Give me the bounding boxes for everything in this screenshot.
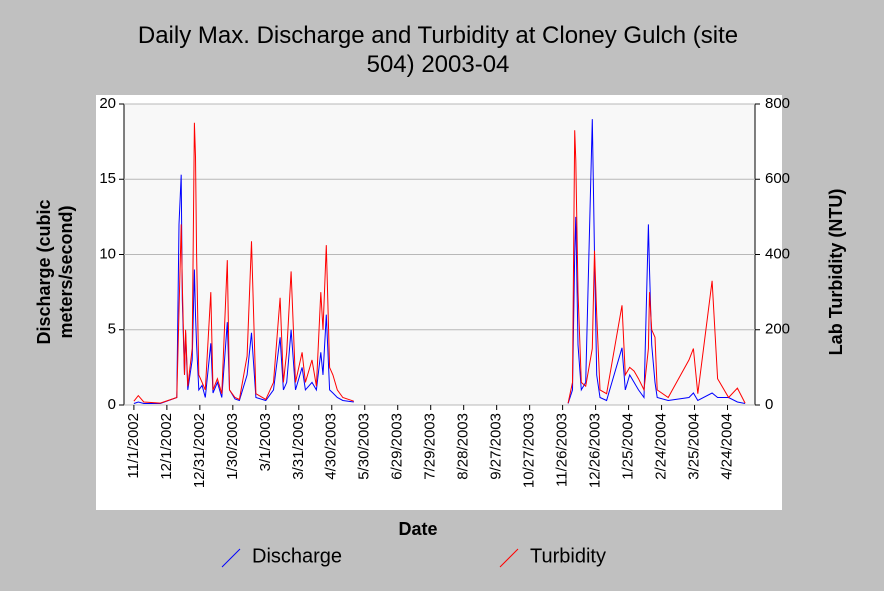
x-tick-label: 7/29/2003 [422,413,439,480]
x-tick-label: 3/1/2003 [257,413,274,471]
series-line [567,119,746,404]
x-tick-label: 1/30/2003 [224,413,241,480]
x-tick-label: 4/30/2003 [323,413,340,480]
x-tick-label: 3/31/2003 [290,413,307,480]
x-tick-label: 11/1/2002 [125,413,142,479]
x-tick-label: 11/26/2003 [554,413,571,487]
x-tick-label: 12/26/2003 [587,413,604,488]
y2-tick-label: 0 [765,396,773,413]
y-tick-label: 5 [108,321,116,338]
legend-swatch [221,548,241,568]
y2-tick-label: 200 [765,321,790,338]
x-tick-label: 1/25/2004 [620,413,637,480]
x-tick-label: 2/24/2004 [653,413,670,480]
legend: Discharge Turbidity [221,545,606,568]
y-tick-label: 15 [99,170,116,187]
x-tick-label: 12/31/2002 [191,413,208,488]
y2-tick-label: 800 [765,95,790,112]
x-tick-label: 4/24/2004 [718,413,735,480]
series-line [567,130,746,404]
x-axis-label: Date [398,519,437,539]
x-tick-label: 6/29/2003 [389,413,406,480]
x-tick-label: 3/25/2004 [686,413,703,480]
y-tick-label: 20 [99,95,116,112]
y2-tick-label: 600 [765,170,790,187]
x-tick-label: 12/1/2002 [158,413,175,480]
y-tick-label: 0 [108,396,116,413]
chart-title: Daily Max. Discharge and Turbidity at Cl… [138,22,738,78]
legend-label: Turbidity [530,545,606,567]
x-tick-label: 10/27/2003 [521,413,538,488]
series-line [133,122,354,404]
y-tick-label: 10 [99,245,116,262]
y2-axis-label: Lab Turbidity (NTU) [826,189,846,356]
x-tick-label: 8/28/2003 [455,413,472,480]
legend-swatch [499,548,519,568]
legend-label: Discharge [252,545,342,567]
y2-tick-label: 400 [765,245,790,262]
x-tick-label: 9/27/2003 [488,413,505,480]
y-axis-label: Discharge (cubic meters/second) [34,199,76,344]
x-tick-label: 5/30/2003 [356,413,373,480]
